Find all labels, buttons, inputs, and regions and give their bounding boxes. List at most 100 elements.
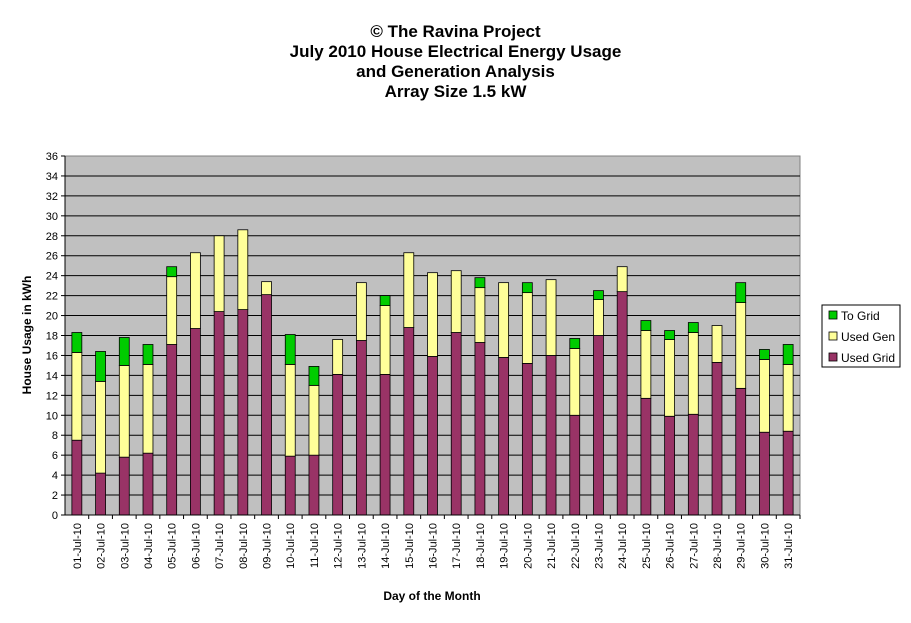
bar-to-grid <box>71 332 83 353</box>
bar-to-grid <box>664 330 675 340</box>
y-tick-label: 12 <box>46 390 58 402</box>
bar-used-grid <box>190 328 201 516</box>
x-tick-label: 01-Jul-10 <box>72 523 84 569</box>
bar-used-grid <box>735 387 747 516</box>
title-line-3: and Generation Analysis <box>356 62 555 81</box>
bar-used-gen <box>355 282 367 341</box>
bar-used-grid <box>166 344 178 516</box>
x-tick-label: 24-Jul-10 <box>617 523 629 569</box>
x-tick-label: 23-Jul-10 <box>593 523 605 569</box>
x-tick-label: 03-Jul-10 <box>119 523 131 569</box>
bar-used-grid <box>687 413 699 516</box>
bar-used-grid <box>308 454 320 516</box>
legend-label: To Grid <box>841 309 880 323</box>
x-tick-label: 30-Jul-10 <box>759 523 771 569</box>
x-tick-label: 07-Jul-10 <box>214 523 226 569</box>
y-tick-label: 10 <box>46 410 58 422</box>
x-tick-label: 31-Jul-10 <box>783 523 795 569</box>
x-tick-label: 13-Jul-10 <box>356 523 368 569</box>
bar-used-gen <box>735 302 747 389</box>
bar-used-gen <box>190 252 201 329</box>
bar-used-gen <box>308 384 320 456</box>
bar-to-grid <box>782 344 794 365</box>
bar-used-grid <box>759 431 770 516</box>
bar-used-grid <box>569 414 581 516</box>
bars <box>71 229 794 516</box>
x-tick-label: 08-Jul-10 <box>238 523 250 569</box>
bar-used-gen <box>545 279 557 356</box>
y-tick-label: 28 <box>46 231 58 243</box>
y-tick-label: 6 <box>52 450 58 462</box>
title-line-1: © The Ravina Project <box>370 22 541 41</box>
bar-used-grid <box>521 363 533 516</box>
legend-label: Used Gen <box>841 330 895 344</box>
bar-used-grid <box>213 311 225 516</box>
bar-used-gen <box>95 380 106 474</box>
x-tick-label: 04-Jul-10 <box>143 523 155 569</box>
bar-used-gen <box>403 252 415 328</box>
bar-used-grid <box>261 294 272 516</box>
bar-to-grid <box>593 290 604 300</box>
legend-swatch <box>828 352 838 362</box>
y-tick-label: 30 <box>46 211 58 223</box>
bar-used-grid <box>118 456 130 516</box>
bar-used-gen <box>118 365 130 458</box>
y-tick-label: 32 <box>46 191 58 203</box>
x-tick-labels: 01-Jul-10 02-Jul-10 03-Jul-10 04-Jul-10 05-J… <box>72 515 801 569</box>
bar-to-grid <box>474 277 486 289</box>
bar-used-gen <box>498 282 510 358</box>
bar-used-gen <box>474 287 486 343</box>
bar-used-gen <box>284 364 296 457</box>
bar-to-grid <box>95 351 106 382</box>
x-axis-title: Day of the Month <box>383 589 480 603</box>
bar-to-grid <box>640 320 652 331</box>
bar-to-grid <box>379 295 391 306</box>
bar-used-gen <box>261 281 272 296</box>
bar-used-grid <box>332 373 344 516</box>
x-tick-label: 09-Jul-10 <box>262 523 274 569</box>
title-line-2: July 2010 House Electrical Energy Usage <box>289 42 622 61</box>
bar-used-gen <box>782 364 794 432</box>
y-tick-label: 22 <box>46 291 58 303</box>
bar-used-grid <box>450 332 462 516</box>
bar-used-grid <box>142 452 154 516</box>
bar-to-grid <box>759 349 770 360</box>
x-tick-label: 15-Jul-10 <box>404 523 416 569</box>
bar-used-gen <box>237 229 249 310</box>
title-line-4: Array Size 1.5 kW <box>384 82 527 101</box>
x-tick-label: 12-Jul-10 <box>333 523 345 569</box>
bar-to-grid <box>308 366 320 386</box>
bar-used-gen <box>166 276 178 345</box>
y-tick-label: 24 <box>46 271 58 283</box>
x-tick-label: 25-Jul-10 <box>641 523 653 569</box>
bar-used-grid <box>427 356 438 516</box>
bar-to-grid <box>521 282 533 294</box>
bar-to-grid <box>142 344 154 365</box>
y-tick-label: 26 <box>46 251 58 263</box>
bar-used-grid <box>474 342 486 516</box>
bar-used-grid <box>782 430 794 516</box>
x-tick-label: 06-Jul-10 <box>190 523 202 569</box>
bar-used-gen <box>332 339 344 375</box>
bar-used-gen <box>640 330 652 399</box>
bar-used-gen <box>142 364 154 454</box>
bar-used-gen <box>427 272 438 357</box>
bar-used-gen <box>450 270 462 333</box>
x-tick-label: 16-Jul-10 <box>428 523 440 569</box>
x-tick-label: 10-Jul-10 <box>285 523 297 569</box>
bar-used-grid <box>664 415 675 516</box>
bar-to-grid <box>118 337 130 366</box>
x-tick-label: 11-Jul-10 <box>309 523 321 568</box>
x-tick-label: 28-Jul-10 <box>712 523 724 569</box>
bar-to-grid <box>166 266 178 278</box>
y-tick-label: 4 <box>52 470 58 482</box>
bar-used-grid <box>593 335 604 516</box>
y-tick-label: 36 <box>46 151 58 163</box>
bar-used-grid <box>545 355 557 516</box>
x-tick-label: 29-Jul-10 <box>736 523 748 569</box>
x-tick-label: 02-Jul-10 <box>96 523 108 569</box>
x-tick-label: 22-Jul-10 <box>570 523 582 569</box>
bar-used-grid <box>711 362 723 516</box>
